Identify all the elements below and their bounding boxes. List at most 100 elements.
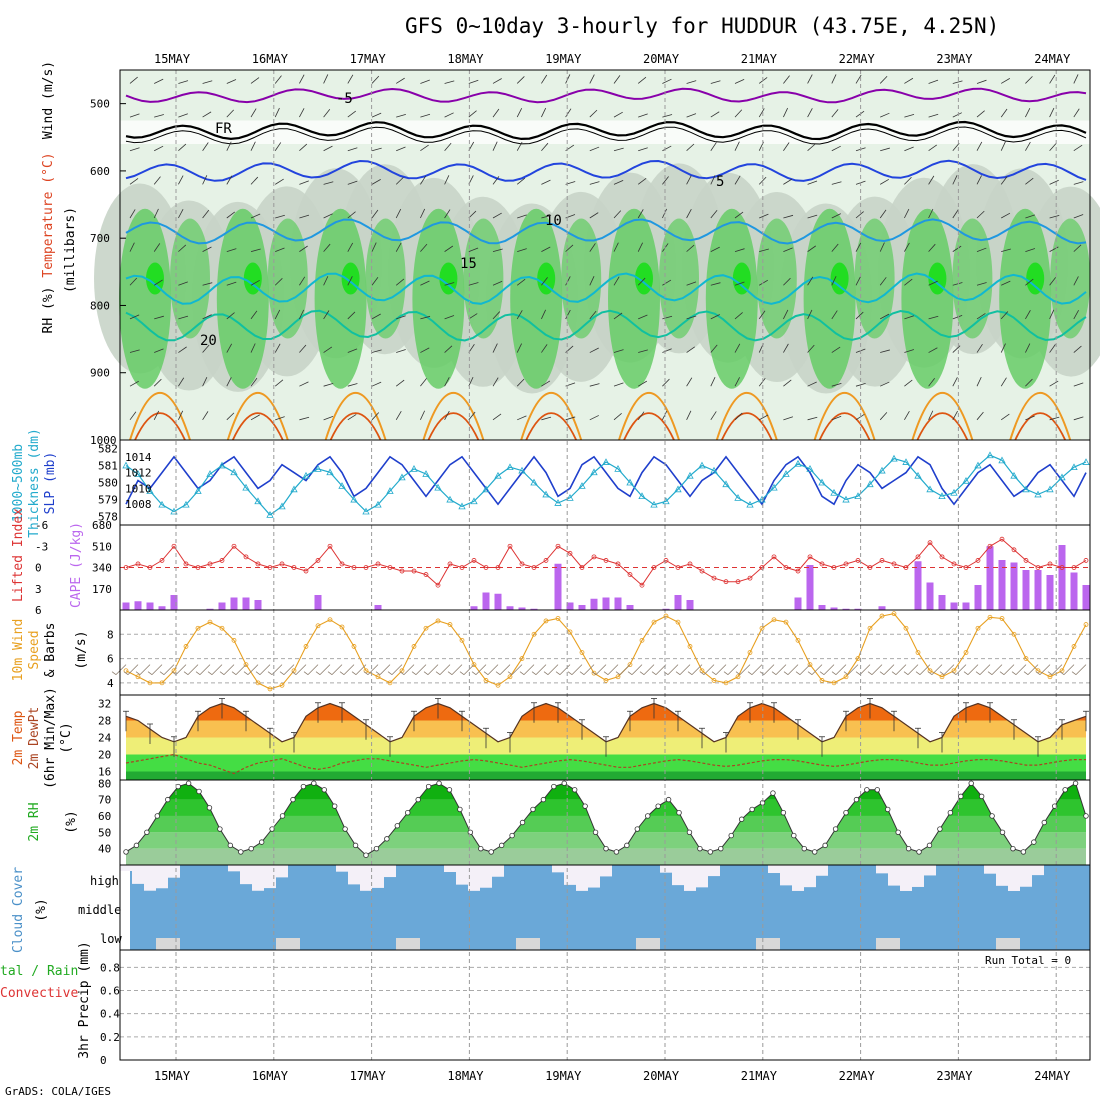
wind-barb-10m	[403, 664, 415, 675]
cape-bar	[962, 602, 970, 610]
wind-barb-10m-flag	[903, 671, 909, 675]
wind-barb	[783, 75, 790, 84]
wind-barb	[1025, 141, 1031, 151]
rh-green-blob	[463, 218, 504, 339]
wind-barb-10m	[715, 664, 727, 675]
cape-bar	[218, 602, 226, 610]
temp-ytick: 16	[98, 766, 111, 779]
rh-axis-label: (%)	[64, 810, 79, 833]
rh-band	[126, 799, 1086, 816]
wind-barb	[928, 243, 936, 252]
lifted-index-marker	[675, 565, 681, 570]
wind-barb	[879, 75, 888, 84]
wind-barb	[154, 114, 164, 118]
wind-barb	[613, 75, 621, 84]
wind-barb	[396, 113, 406, 118]
wind-speed-marker	[1083, 622, 1089, 627]
wind-barb	[807, 108, 813, 118]
wind-barb-10m	[631, 664, 643, 675]
wind-barb-10m	[607, 664, 619, 675]
wind-barb	[710, 111, 720, 118]
wind-speed-marker	[375, 674, 381, 680]
rh-bright-blob	[439, 262, 458, 295]
rh-2m-marker	[540, 796, 547, 803]
wind-barb	[613, 111, 623, 118]
wind-barb	[734, 281, 745, 286]
wind-barb	[976, 141, 983, 151]
rh-2m-marker	[248, 845, 254, 852]
wind-barb	[758, 377, 766, 387]
thickness-marker	[554, 499, 562, 506]
wind-barb	[613, 242, 619, 252]
wind-barb-10m-flag	[495, 671, 501, 675]
thickness-marker	[1046, 485, 1054, 493]
cloud-level-label: high	[90, 874, 119, 888]
wind-barb	[129, 113, 140, 118]
wind-barb	[1049, 107, 1055, 118]
wind-barb	[420, 175, 427, 185]
wind-barb	[855, 414, 865, 421]
wind-barb	[202, 246, 212, 252]
lifted-index-marker	[195, 565, 201, 570]
wind-barb	[1025, 177, 1034, 185]
wind-barb-10m	[355, 664, 367, 675]
wind-barb	[299, 74, 305, 84]
cloud-high-gap	[576, 865, 588, 891]
wind-barb-10m	[451, 664, 463, 675]
rh-green-blob	[901, 208, 954, 389]
wind-speed-marker	[351, 644, 357, 649]
wind-barb	[1049, 416, 1060, 421]
cape-bar	[158, 606, 166, 610]
wind-barb	[613, 276, 620, 286]
wind-barb	[613, 210, 622, 219]
cloud-high-gap	[888, 865, 900, 886]
lifted-index-marker	[915, 554, 921, 560]
wind-barb	[299, 143, 308, 152]
wind-barb	[129, 411, 137, 421]
temp-contour-25	[520, 392, 583, 441]
lifted-index-marker	[783, 565, 789, 570]
rh-2m-marker	[645, 813, 651, 819]
wind-barb-10m	[175, 664, 187, 675]
cape-bar	[662, 608, 670, 610]
wind-barb	[952, 209, 959, 219]
wind-barb-10m-flag	[111, 671, 117, 675]
panel-frames	[119, 69, 1091, 1061]
wind-barb	[516, 107, 523, 118]
cloud-high-gap	[708, 865, 720, 877]
wind-ytick: 4	[107, 677, 114, 690]
cloud-high-gap	[276, 865, 288, 878]
thickness-marker	[722, 480, 730, 488]
wind-barb	[129, 147, 140, 152]
rh-bright-blob	[146, 262, 164, 295]
wind-barb	[347, 383, 358, 387]
temp-contour-25	[618, 392, 680, 441]
wind-barb	[565, 108, 572, 118]
contour-label: 10	[545, 213, 562, 229]
thickness-marker	[902, 458, 910, 465]
temp-ytick: 32	[98, 698, 111, 711]
wind-barb-10m-flag	[687, 671, 693, 675]
wind-speed-marker	[459, 637, 465, 643]
wind-barb-10m	[319, 664, 331, 675]
lifted-index-marker	[747, 575, 753, 581]
wind-barb	[274, 142, 282, 151]
wind-barb	[807, 74, 813, 84]
cloud-high-gap	[456, 865, 468, 885]
thickness-marker	[674, 485, 682, 493]
wind-barb	[758, 279, 769, 286]
lifted-index-marker	[495, 565, 501, 570]
wind-barb	[274, 379, 284, 387]
wind-barb	[468, 110, 477, 118]
wind-barb-10m	[595, 664, 607, 675]
cape-ytick: 340	[92, 562, 112, 575]
lifted-index-marker	[1071, 565, 1077, 570]
wind-barb	[541, 246, 551, 252]
rh-green-blob	[170, 218, 210, 339]
wind-barb	[904, 379, 913, 387]
wind-barb	[686, 113, 697, 118]
wind-barb	[202, 411, 209, 421]
thickness-marker	[950, 488, 958, 496]
cape-bar	[794, 597, 802, 610]
rh-2m-marker	[279, 813, 286, 819]
